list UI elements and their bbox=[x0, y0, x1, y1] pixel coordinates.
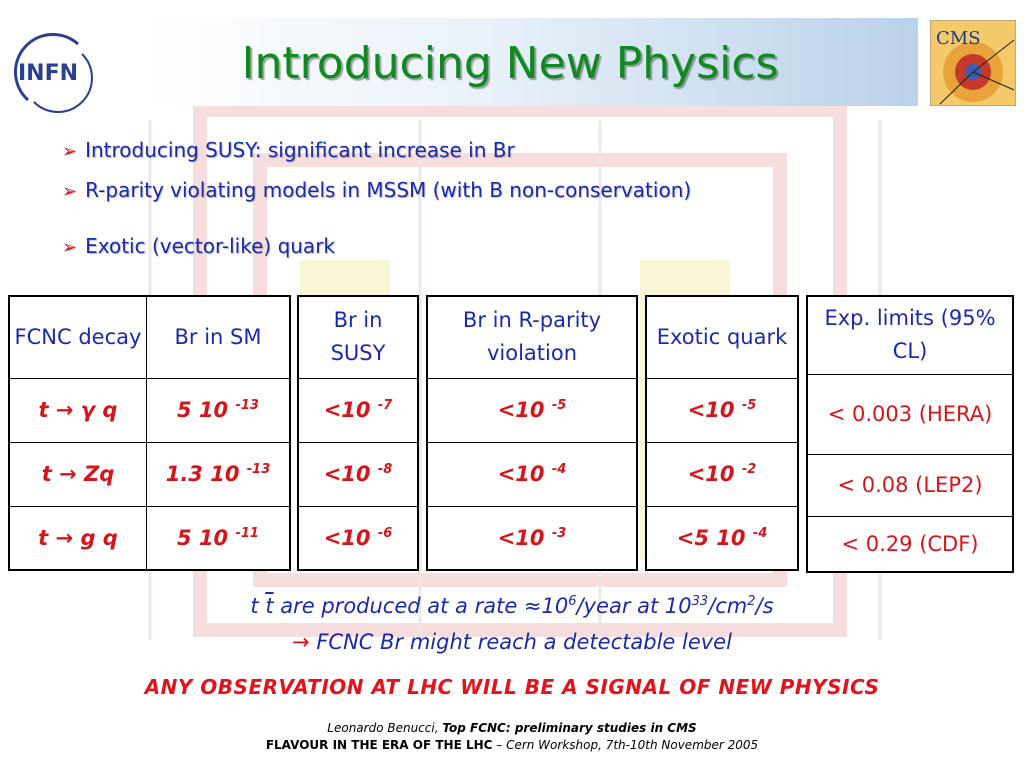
table-exp-limits: Exp. limits (95% CL) < 0.003 (HERA) < 0.… bbox=[806, 295, 1014, 573]
decay-cell: t → g q bbox=[8, 505, 147, 571]
decay-cell: t → Zq bbox=[8, 441, 147, 507]
arrow-icon: → bbox=[59, 462, 77, 486]
fcnc-note-text: FCNC Br might reach a detectable level bbox=[316, 630, 732, 654]
infn-logo: INFN bbox=[14, 33, 93, 113]
arrow-icon: → bbox=[55, 398, 74, 422]
footer-conf: FLAVOUR IN THE ERA OF THE LHC bbox=[265, 738, 493, 752]
footer-talk: Top FCNC: preliminary studies in CMS bbox=[442, 721, 697, 735]
page-title: Introducing New Physics bbox=[241, 38, 779, 89]
table-susy: Br in SUSY <10 -7 <10 -8 <10 -6 bbox=[297, 295, 419, 571]
header-br-rparity: Br in R-parity violation bbox=[426, 295, 638, 379]
svg-text:CMS: CMS bbox=[936, 28, 981, 49]
table-sm: FCNC decay Br in SM t → γ q 5 10 -13 t →… bbox=[8, 295, 291, 571]
cms-logo: CMS bbox=[930, 20, 1016, 106]
br-rparity-cell: <10 -5 bbox=[426, 377, 638, 443]
bullet-text: Exotic (vector-like) quark bbox=[85, 234, 335, 258]
header-exp-limits: Exp. limits (95% CL) bbox=[806, 295, 1014, 375]
header-fcnc-decay: FCNC decay bbox=[8, 295, 147, 379]
footer-line-2: FLAVOUR IN THE ERA OF THE LHC – Cern Wor… bbox=[0, 738, 1024, 752]
table-rparity: Br in R-parity violation <10 -5 <10 -4 <… bbox=[426, 295, 638, 571]
br-sm-cell: 5 10 -11 bbox=[146, 505, 291, 571]
bullet-rparity: ➢ R-parity violating models in MSSM (with… bbox=[62, 178, 691, 202]
bullet-exotic: ➢ Exotic (vector-like) quark bbox=[62, 234, 335, 258]
table-exotic: Exotic quark <10 -5 <10 -2 <5 10 -4 bbox=[645, 295, 799, 571]
bullet-susy: ➢ Introducing SUSY: significant increase … bbox=[62, 138, 515, 162]
header-br-susy: Br in SUSY bbox=[297, 295, 419, 379]
limit-lep2: < 0.08 (LEP2) bbox=[806, 453, 1014, 517]
fcnc-detectable-note: → FCNC Br might reach a detectable level bbox=[0, 630, 1024, 654]
bullet-arrow-icon: ➢ bbox=[62, 141, 78, 162]
br-sm-cell: 1.3 10 -13 bbox=[146, 441, 291, 507]
limit-cdf: < 0.29 (CDF) bbox=[806, 515, 1014, 573]
footer-venue: – Cern Workshop, 7th-10th November 2005 bbox=[492, 738, 759, 752]
br-susy-cell: <10 -6 bbox=[297, 505, 419, 571]
arrow-icon: → bbox=[292, 630, 310, 654]
br-susy-cell: <10 -7 bbox=[297, 377, 419, 443]
production-rate-note: t t are produced at a rate ≈106/year at … bbox=[250, 594, 774, 618]
title-band bbox=[140, 18, 918, 106]
footer-author: Leonardo Benucci, bbox=[327, 721, 439, 735]
footer-line-1: Leonardo Benucci, Top FCNC: preliminary … bbox=[0, 721, 1024, 735]
exotic-cell: <10 -2 bbox=[645, 441, 799, 507]
decay-cell: t → γ q bbox=[8, 377, 147, 443]
bullet-arrow-icon: ➢ bbox=[62, 181, 78, 202]
br-rparity-cell: <10 -3 bbox=[426, 505, 638, 571]
conclusion-banner: ANY OBSERVATION AT LHC WILL BE A SIGNAL … bbox=[144, 675, 880, 699]
br-susy-cell: <10 -8 bbox=[297, 441, 419, 507]
bullet-text: R-parity violating models in MSSM (with … bbox=[85, 178, 692, 202]
exotic-cell: <5 10 -4 bbox=[645, 505, 799, 571]
limit-hera: < 0.003 (HERA) bbox=[806, 373, 1014, 455]
bullet-arrow-icon: ➢ bbox=[62, 237, 78, 258]
svg-text:INFN: INFN bbox=[18, 61, 78, 86]
arrow-icon: → bbox=[55, 525, 74, 550]
bullet-text: Introducing SUSY: significant increase i… bbox=[85, 138, 515, 162]
br-rparity-cell: <10 -4 bbox=[426, 441, 638, 507]
exotic-cell: <10 -5 bbox=[645, 377, 799, 443]
br-sm-cell: 5 10 -13 bbox=[146, 377, 291, 443]
header-exotic-quark: Exotic quark bbox=[645, 295, 799, 379]
header-br-sm: Br in SM bbox=[146, 295, 291, 379]
